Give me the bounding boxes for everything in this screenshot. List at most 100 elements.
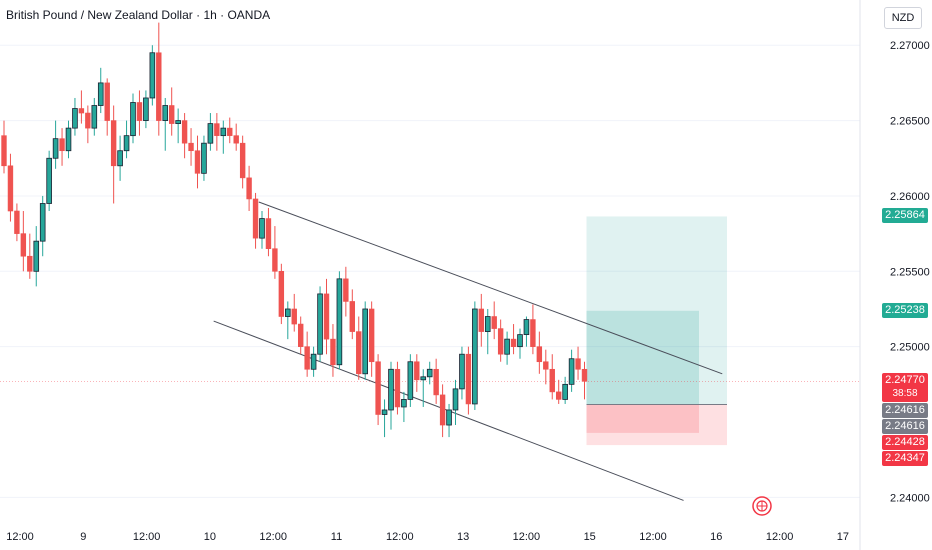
candle-body-down [104,82,110,121]
candle [259,211,265,249]
source-label: OANDA [227,8,271,22]
chart-title: British Pound / New Zealand Dollar · 1h … [6,8,270,22]
price-tag-value: 2.25864 [885,209,925,222]
candle-body-down [59,138,65,152]
candle-body-up [117,150,123,167]
candle-body-down [356,331,362,375]
candle [201,135,207,181]
candle [388,361,394,430]
candle [433,358,439,404]
candle-body-down [349,301,355,332]
candle-body-up [336,278,343,366]
candle-body-down [543,361,549,370]
candle [59,128,65,166]
title-separator: · [216,8,228,22]
candle-body-up [284,308,291,317]
interval-label: 1h [203,8,217,22]
loss-zone-inner [586,404,699,433]
candle [220,120,227,154]
symbol-name: British Pound / New Zealand Dollar [6,8,193,22]
time-tick-label: 15 [584,531,596,543]
candle-body-down [252,198,259,239]
candle-body-down [181,120,188,144]
time-tick-label: 12:00 [766,531,794,543]
replay-icon[interactable] [752,496,772,516]
time-tick-label: 9 [80,531,86,543]
candle-body-down [272,248,278,272]
candle [117,135,123,181]
candle [136,90,143,136]
candle-body-down [156,52,162,121]
candle [246,165,252,212]
candle-body-down [291,308,297,325]
candle-body-up [72,108,78,129]
candle [420,369,427,407]
candle [85,105,91,144]
candle [575,346,581,380]
candle-body-down [233,135,239,144]
candle-body-down [375,361,381,415]
candle-body-up [562,383,568,400]
candle [426,361,433,385]
candle-body-down [510,338,517,347]
candle-body-down [278,271,285,317]
candle [110,105,117,204]
candle [330,324,336,377]
price-tag-value: 2.24770 [885,374,925,387]
time-tick-label: 12:00 [513,531,541,543]
candle-body-up [446,409,452,426]
candle [175,108,181,144]
price-axis-labels: 2.27000 2.26500 2.26000 2.25500 2.25000 2.240… [890,40,930,504]
candle [362,301,368,380]
candle-body-down [7,165,14,212]
price-tick-label: 2.26500 [890,116,930,128]
candle [78,90,85,124]
candle [130,93,136,144]
price-tag-value: 2.24347 [885,452,925,465]
candle-body-down [110,120,117,167]
candle [149,45,156,106]
candle [33,226,40,287]
candle [169,87,175,136]
candle-body-up [91,105,98,129]
candle-body-up [175,120,181,124]
candle [123,120,130,159]
candle [284,301,291,340]
time-tick-label: 12:00 [133,531,161,543]
candle [14,203,20,242]
candle [214,113,220,151]
candle-body-down [20,233,27,257]
candle [568,349,575,392]
candle-body-up [401,399,407,408]
currency-selector[interactable]: NZD [884,7,922,29]
candle-body-up [472,308,478,405]
candle-body-up [523,319,530,336]
price-tick-label: 2.27000 [890,40,930,52]
candle-body-up [484,316,491,332]
candle-body-down [394,368,401,408]
candle-body-down [414,361,420,381]
candle [233,123,239,151]
candle-body-down [439,394,446,426]
candle-body-up [420,376,427,381]
candle-body-up [517,334,523,348]
candles [1,22,588,438]
profit-zone [586,216,727,405]
candle [252,192,259,249]
price-tick-label: 2.25500 [890,266,930,278]
candle [188,128,194,166]
price-tag: 2.24347 [882,451,928,467]
candle-body-down [497,328,504,355]
candle [536,331,543,374]
time-tick-label: 12:00 [259,531,287,543]
candle [65,120,72,159]
candle [27,233,33,279]
candle [497,319,504,362]
time-tick-label: 12:00 [386,531,414,543]
candle [272,226,278,279]
candle-body-up [130,102,136,137]
grid-layer [0,0,861,550]
candle [343,266,349,317]
candle [555,379,562,404]
